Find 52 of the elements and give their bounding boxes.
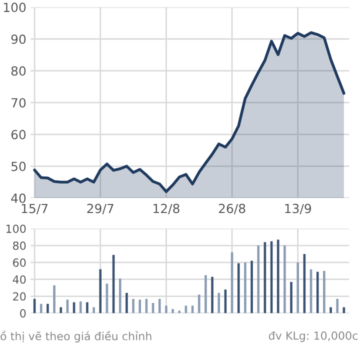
bar <box>237 263 240 314</box>
y-tick-label: 80 <box>13 241 26 250</box>
bar <box>276 240 280 314</box>
bar <box>60 307 62 314</box>
x-tick-label: 12/8 <box>154 204 180 214</box>
bar <box>79 301 82 314</box>
y-tick-label: 40 <box>12 275 26 284</box>
bar <box>165 306 168 314</box>
bar <box>172 308 174 314</box>
y-tick-label: 60 <box>13 258 26 267</box>
x-tick-label: 29/7 <box>87 204 114 214</box>
bar <box>316 272 319 314</box>
y-tick-label: 40 <box>11 193 26 203</box>
text: đv KLg: 10,000c <box>268 331 358 342</box>
y-tick-label: 20 <box>13 292 26 301</box>
bar <box>330 307 332 314</box>
bar <box>92 307 95 314</box>
x-tick-label: 26/8 <box>218 204 246 214</box>
bar <box>336 298 339 314</box>
bar <box>257 246 260 314</box>
y-tick-label: 0 <box>20 309 26 318</box>
y-tick-label: 80 <box>11 66 26 76</box>
bar <box>158 298 161 314</box>
bar <box>211 276 214 314</box>
y-tick-label: 100 <box>6 224 26 233</box>
bar <box>118 278 122 314</box>
x-tick-label: 15/7 <box>22 204 48 214</box>
bar <box>204 275 207 314</box>
bar <box>99 269 102 314</box>
bar <box>290 282 292 314</box>
y-tick-label: 90 <box>11 34 26 44</box>
bar <box>138 300 142 314</box>
text: ồ thị vẽ theo giá điều chỉnh <box>0 330 152 342</box>
bar <box>296 262 300 314</box>
y-tick-label: 50 <box>11 162 26 172</box>
bar <box>132 298 134 314</box>
bar <box>198 294 200 314</box>
bar <box>323 270 326 314</box>
y-tick-label: 100 <box>4 2 26 12</box>
bar <box>40 304 42 314</box>
bar <box>250 260 253 314</box>
y-tick-label: 60 <box>11 130 26 140</box>
y-tick-label: 70 <box>12 98 26 108</box>
bar <box>284 246 286 314</box>
bar <box>53 285 56 314</box>
x-tick-label: 13/9 <box>285 204 312 214</box>
bar <box>218 292 220 314</box>
bar <box>126 292 128 314</box>
bar <box>244 262 246 314</box>
bar <box>178 310 181 314</box>
bar <box>86 302 88 314</box>
bar <box>46 304 49 314</box>
